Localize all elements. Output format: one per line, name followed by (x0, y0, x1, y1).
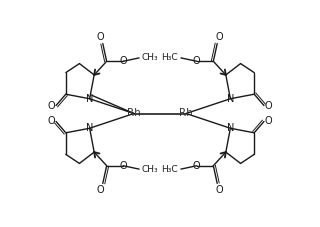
Text: O: O (216, 32, 223, 42)
Text: O: O (48, 101, 55, 111)
Text: O: O (216, 185, 223, 195)
Text: Rh: Rh (179, 109, 193, 118)
Text: N: N (86, 123, 93, 133)
Text: O: O (119, 161, 127, 171)
Text: CH₃: CH₃ (142, 165, 158, 174)
Text: O: O (265, 101, 272, 111)
Text: O: O (265, 116, 272, 126)
Text: O: O (97, 185, 104, 195)
Text: N: N (86, 94, 93, 104)
Text: O: O (97, 32, 104, 42)
Text: O: O (119, 56, 127, 66)
Text: H₃C: H₃C (162, 53, 178, 62)
Text: CH₃: CH₃ (142, 53, 158, 62)
Text: N: N (227, 94, 234, 104)
Text: O: O (193, 161, 201, 171)
Text: Rh: Rh (127, 109, 141, 118)
Text: H₃C: H₃C (162, 165, 178, 174)
Text: O: O (193, 56, 201, 66)
Text: N: N (227, 123, 234, 133)
Text: O: O (48, 116, 55, 126)
